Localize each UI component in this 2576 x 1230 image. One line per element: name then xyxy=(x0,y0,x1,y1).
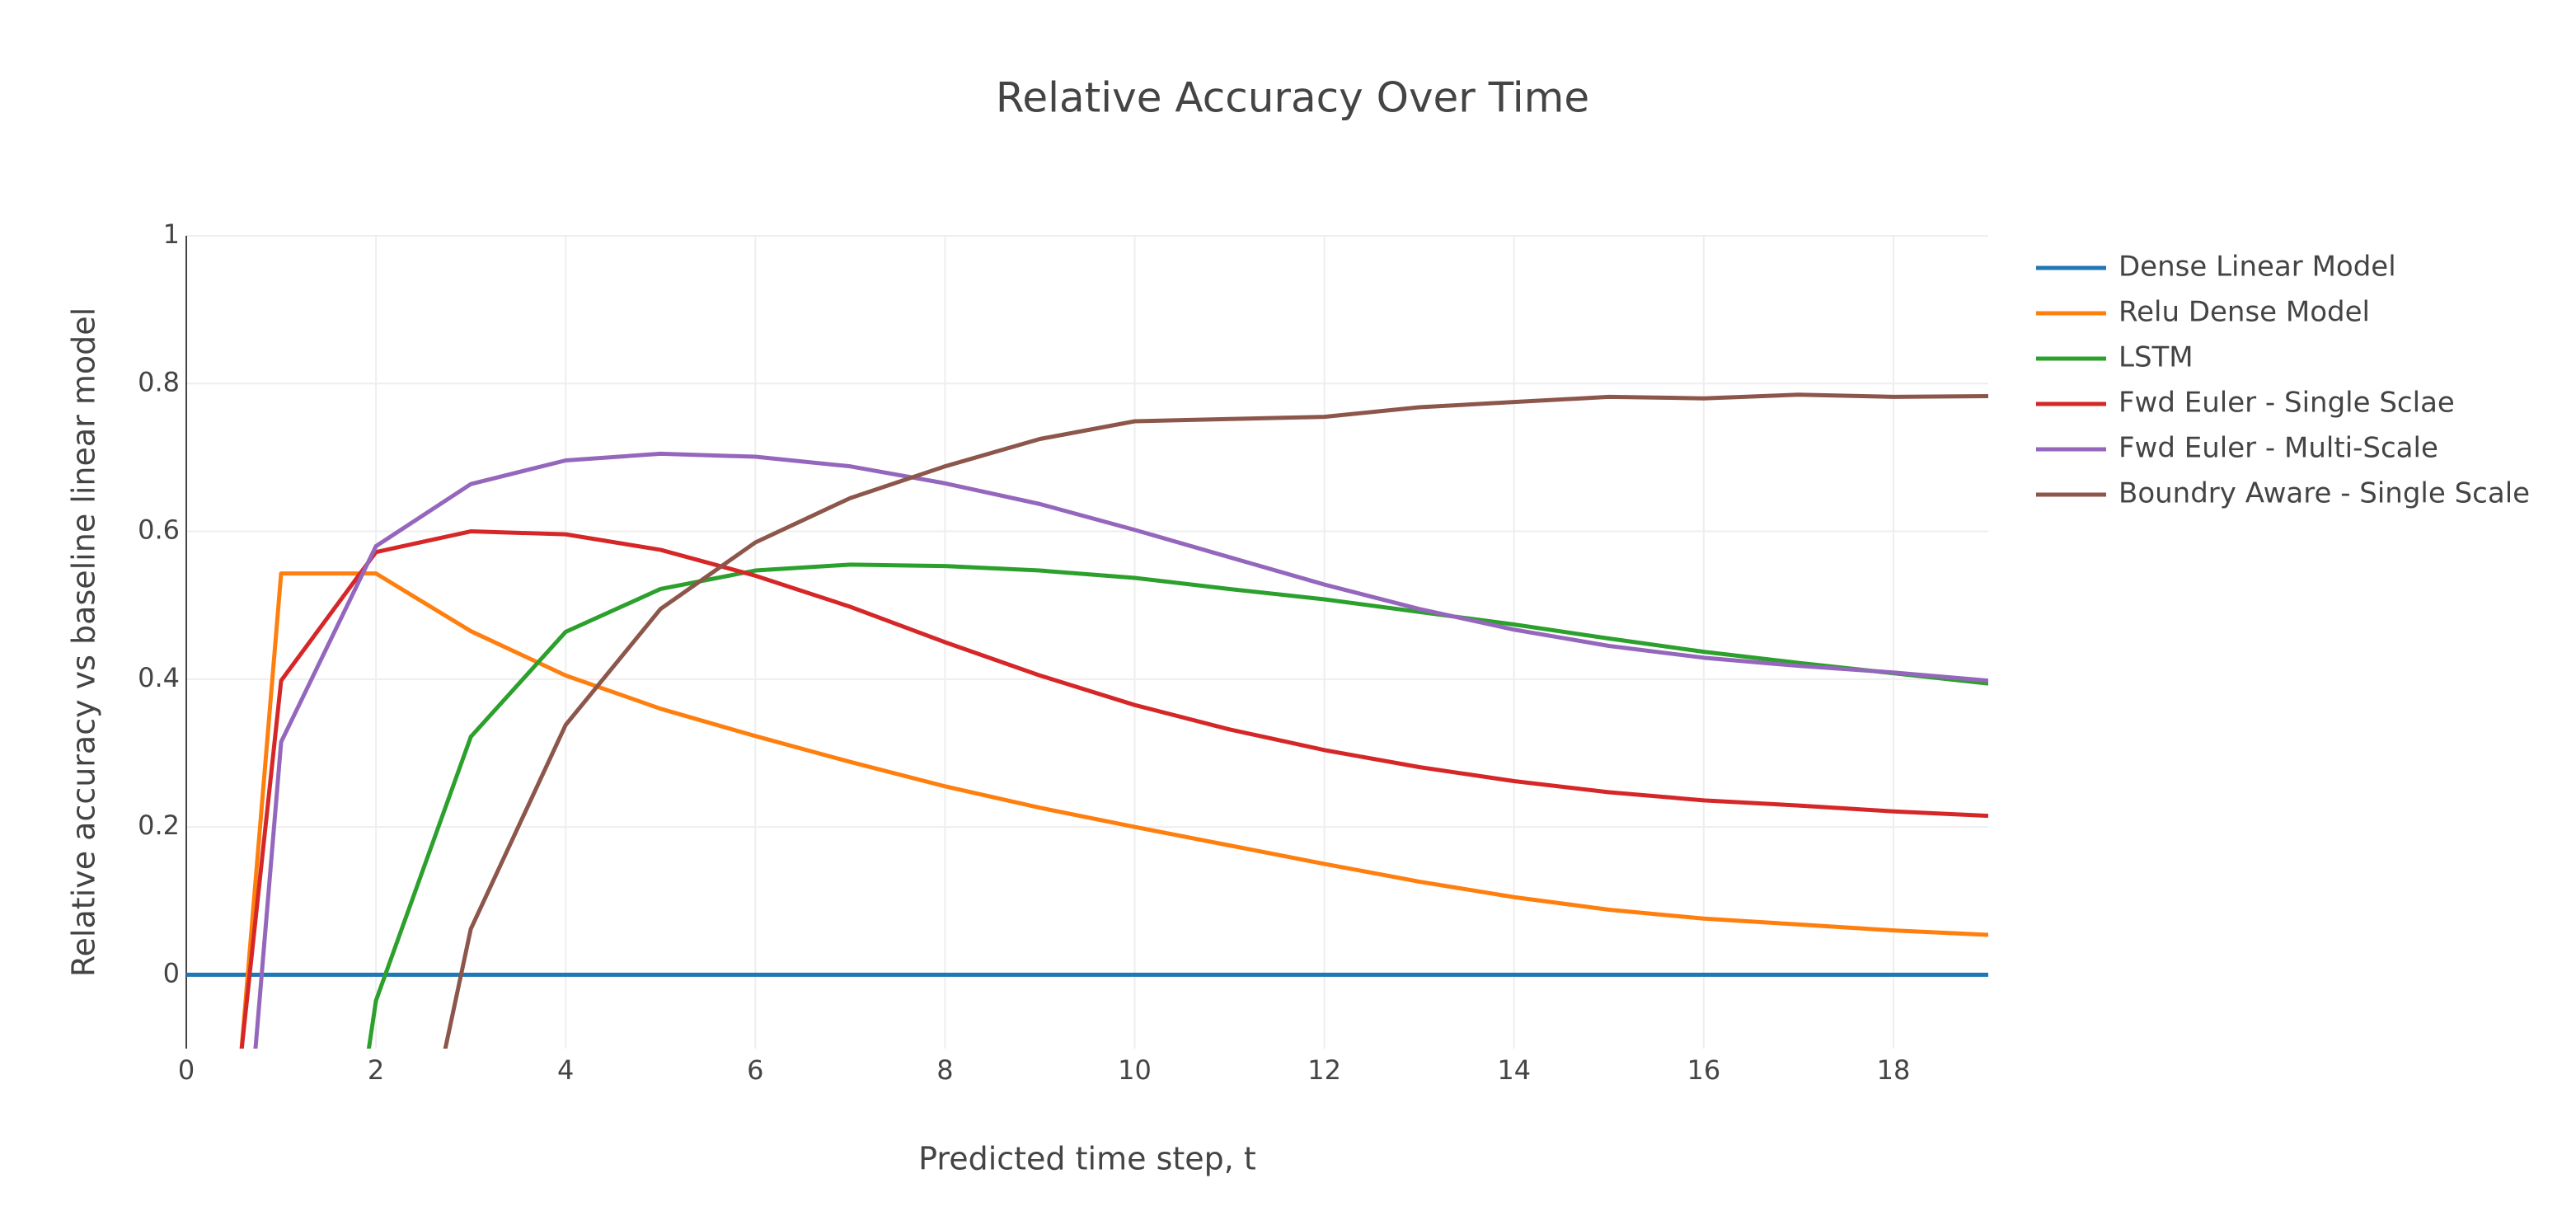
y-tick-label: 0.2 xyxy=(138,810,180,841)
x-tick-label: 4 xyxy=(557,1054,574,1086)
x-tick-label: 0 xyxy=(178,1054,195,1086)
x-tick-label: 2 xyxy=(368,1054,384,1086)
legend-label: LSTM xyxy=(2119,341,2194,374)
series-line xyxy=(253,451,1988,1049)
y-tick-label: 0.8 xyxy=(138,366,180,397)
y-tick-label: 0.4 xyxy=(138,662,180,693)
x-tick-label: 18 xyxy=(1877,1054,1911,1086)
x-tick-label: 10 xyxy=(1118,1054,1152,1086)
series-line xyxy=(239,529,1988,1049)
legend-label: Boundry Aware - Single Scale xyxy=(2119,477,2530,510)
y-axis-label: Relative accuracy vs baseline linear mod… xyxy=(66,308,102,977)
series-line xyxy=(239,571,1988,1049)
series-line xyxy=(443,392,1988,1049)
legend-label: Relu Dense Model xyxy=(2119,296,2370,329)
series-line xyxy=(366,562,1988,1049)
x-tick-label: 14 xyxy=(1497,1054,1531,1086)
x-tick-label: 6 xyxy=(747,1054,763,1086)
x-tick-label: 8 xyxy=(936,1054,953,1086)
legend-label: Dense Linear Model xyxy=(2119,251,2396,284)
y-tick-label: 0 xyxy=(163,957,180,988)
legend-label: Fwd Euler - Single Sclae xyxy=(2119,387,2455,420)
x-axis-label: Predicted time step, t xyxy=(918,1141,1256,1177)
chart-title: Relative Accuracy Over Time xyxy=(996,74,1589,122)
legend: Dense Linear Model Relu Dense Model LSTM Fw… xyxy=(2036,251,2530,510)
plot-area xyxy=(186,392,1988,1049)
y-tick-label: 1 xyxy=(163,218,180,250)
x-tick-label: 12 xyxy=(1307,1054,1341,1086)
legend-label: Fwd Euler - Multi-Scale xyxy=(2119,432,2438,465)
y-tick-label: 0.6 xyxy=(138,514,180,546)
x-tick-label: 16 xyxy=(1687,1054,1720,1086)
